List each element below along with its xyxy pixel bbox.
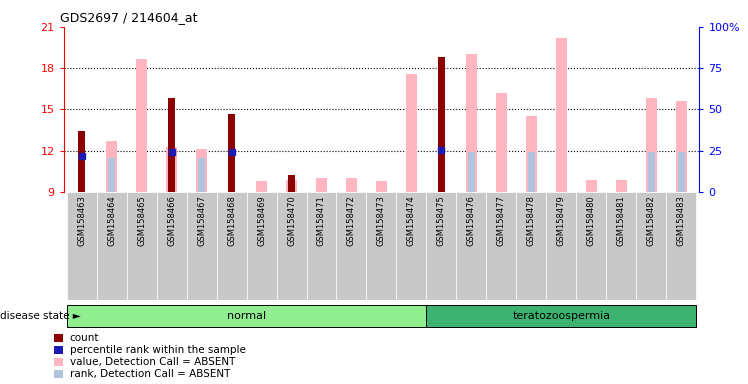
Bar bbox=[67, 305, 426, 327]
Bar bbox=[616, 180, 627, 192]
Bar bbox=[678, 152, 684, 192]
Bar bbox=[286, 180, 297, 192]
Bar bbox=[54, 358, 64, 366]
Text: value, Detection Call = ABSENT: value, Detection Call = ABSENT bbox=[70, 357, 235, 367]
Text: GSM158470: GSM158470 bbox=[287, 195, 296, 246]
Bar bbox=[228, 114, 236, 192]
Bar bbox=[216, 192, 247, 300]
Text: GSM158471: GSM158471 bbox=[317, 195, 326, 246]
Bar bbox=[277, 192, 307, 300]
Bar bbox=[646, 98, 657, 192]
Text: teratozoospermia: teratozoospermia bbox=[512, 311, 610, 321]
Bar bbox=[257, 181, 267, 192]
Text: GSM158478: GSM158478 bbox=[527, 195, 536, 246]
Bar bbox=[586, 180, 597, 192]
Bar bbox=[666, 192, 696, 300]
Bar bbox=[456, 192, 486, 300]
Bar bbox=[426, 305, 696, 327]
Text: count: count bbox=[70, 333, 99, 343]
Bar bbox=[396, 192, 426, 300]
Text: GDS2697 / 214604_at: GDS2697 / 214604_at bbox=[61, 11, 198, 24]
Text: GSM158466: GSM158466 bbox=[167, 195, 176, 246]
Text: disease state ►: disease state ► bbox=[0, 311, 81, 321]
Bar bbox=[337, 192, 367, 300]
Bar bbox=[426, 192, 456, 300]
Bar bbox=[67, 192, 96, 300]
Text: GSM158483: GSM158483 bbox=[677, 195, 686, 246]
Text: GSM158477: GSM158477 bbox=[497, 195, 506, 246]
Bar bbox=[316, 178, 327, 192]
Bar bbox=[108, 157, 114, 192]
Bar bbox=[468, 152, 474, 192]
Text: normal: normal bbox=[227, 311, 266, 321]
Text: GSM158468: GSM158468 bbox=[227, 195, 236, 246]
Bar bbox=[406, 74, 417, 192]
Text: GSM158473: GSM158473 bbox=[377, 195, 386, 246]
Text: GSM158476: GSM158476 bbox=[467, 195, 476, 246]
Text: percentile rank within the sample: percentile rank within the sample bbox=[70, 345, 245, 355]
Text: GSM158464: GSM158464 bbox=[107, 195, 116, 246]
Text: GSM158463: GSM158463 bbox=[77, 195, 86, 246]
Bar bbox=[676, 101, 687, 192]
Bar bbox=[96, 192, 126, 300]
Bar bbox=[168, 98, 175, 192]
Bar bbox=[496, 93, 506, 192]
Text: GSM158475: GSM158475 bbox=[437, 195, 446, 246]
Text: GSM158467: GSM158467 bbox=[197, 195, 206, 246]
Bar bbox=[156, 192, 186, 300]
Text: GSM158474: GSM158474 bbox=[407, 195, 416, 246]
Bar bbox=[438, 57, 445, 192]
Bar bbox=[466, 55, 476, 192]
Bar bbox=[607, 192, 637, 300]
Bar bbox=[247, 192, 277, 300]
Bar bbox=[196, 149, 206, 192]
Bar bbox=[126, 192, 156, 300]
Bar bbox=[637, 192, 666, 300]
Bar bbox=[54, 334, 64, 343]
Bar bbox=[346, 178, 357, 192]
Bar bbox=[288, 175, 295, 192]
Bar bbox=[136, 58, 147, 192]
Bar bbox=[577, 192, 607, 300]
Text: GSM158479: GSM158479 bbox=[557, 195, 566, 246]
Bar bbox=[547, 192, 577, 300]
Bar bbox=[186, 192, 216, 300]
Bar bbox=[367, 192, 396, 300]
Bar bbox=[516, 192, 547, 300]
Bar bbox=[54, 370, 64, 379]
Bar bbox=[307, 192, 337, 300]
Text: GSM158480: GSM158480 bbox=[587, 195, 596, 246]
Bar bbox=[486, 192, 516, 300]
Bar bbox=[166, 147, 177, 192]
Text: rank, Detection Call = ABSENT: rank, Detection Call = ABSENT bbox=[70, 369, 230, 379]
Bar bbox=[78, 131, 85, 192]
Bar bbox=[526, 116, 536, 192]
Text: GSM158482: GSM158482 bbox=[647, 195, 656, 246]
Text: GSM158472: GSM158472 bbox=[347, 195, 356, 246]
Bar bbox=[649, 152, 654, 192]
Bar bbox=[198, 157, 205, 192]
Text: GSM158469: GSM158469 bbox=[257, 195, 266, 246]
Text: GSM158465: GSM158465 bbox=[137, 195, 146, 246]
Text: GSM158481: GSM158481 bbox=[617, 195, 626, 246]
Bar bbox=[528, 152, 535, 192]
Bar bbox=[376, 181, 387, 192]
Bar bbox=[106, 141, 117, 192]
Bar bbox=[54, 346, 64, 354]
Bar bbox=[289, 184, 295, 192]
Bar bbox=[557, 38, 567, 192]
Bar bbox=[79, 157, 85, 192]
